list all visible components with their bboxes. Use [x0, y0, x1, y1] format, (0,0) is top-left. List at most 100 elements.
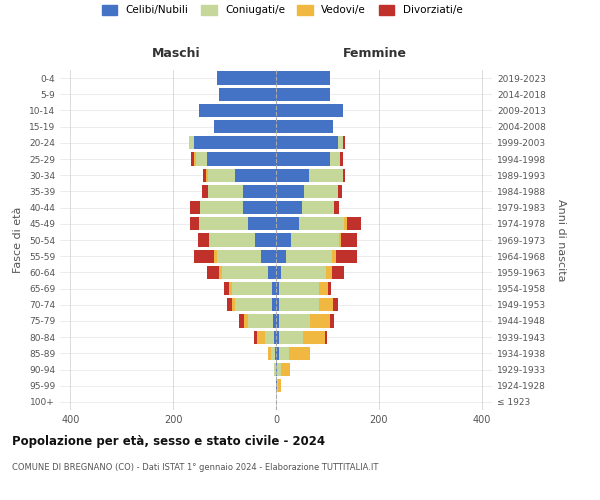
Bar [286, 250, 332, 263]
Bar [265, 330, 274, 344]
Bar [248, 217, 276, 230]
Bar [242, 185, 276, 198]
Bar [302, 201, 334, 214]
Bar [278, 282, 319, 295]
Bar [206, 168, 208, 182]
Bar [276, 104, 343, 117]
Bar [202, 185, 208, 198]
Bar [190, 217, 199, 230]
Bar [190, 201, 200, 214]
Bar [276, 379, 277, 392]
Bar [277, 379, 278, 392]
Bar [276, 168, 310, 182]
Bar [333, 298, 338, 312]
Bar [276, 250, 286, 263]
Bar [319, 298, 333, 312]
Bar [194, 152, 196, 166]
Bar [328, 282, 331, 295]
Bar [272, 282, 276, 295]
Bar [278, 346, 289, 360]
Bar [281, 266, 326, 279]
Bar [271, 346, 275, 360]
Bar [276, 330, 278, 344]
Bar [196, 152, 206, 166]
Bar [344, 217, 347, 230]
Bar [276, 266, 281, 279]
Bar [276, 185, 304, 198]
Bar [208, 185, 242, 198]
Bar [304, 185, 338, 198]
Bar [274, 363, 276, 376]
Bar [232, 298, 235, 312]
Bar [278, 298, 319, 312]
Bar [335, 250, 357, 263]
Bar [274, 314, 276, 328]
Bar [235, 298, 272, 312]
Bar [332, 250, 335, 263]
Bar [272, 298, 276, 312]
Bar [276, 282, 278, 295]
Bar [289, 346, 310, 360]
Bar [199, 217, 248, 230]
Bar [343, 168, 346, 182]
Bar [310, 314, 330, 328]
Bar [244, 314, 248, 328]
Bar [276, 88, 330, 101]
Bar [276, 363, 277, 376]
Bar [227, 298, 232, 312]
Bar [220, 88, 276, 101]
Bar [325, 330, 328, 344]
Bar [330, 314, 334, 328]
Bar [203, 168, 206, 182]
Bar [254, 330, 257, 344]
Bar [232, 282, 272, 295]
Bar [299, 217, 344, 230]
Bar [276, 234, 292, 246]
Bar [214, 120, 276, 134]
Bar [242, 201, 276, 214]
Bar [191, 152, 194, 166]
Bar [276, 217, 299, 230]
Bar [217, 250, 260, 263]
Bar [198, 234, 209, 246]
Bar [229, 282, 232, 295]
Bar [199, 104, 276, 117]
Bar [341, 234, 357, 246]
Text: COMUNE DI BREGNANO (CO) - Dati ISTAT 1° gennaio 2024 - Elaborazione TUTTITALIA.I: COMUNE DI BREGNANO (CO) - Dati ISTAT 1° … [12, 462, 379, 471]
Bar [276, 298, 278, 312]
Bar [206, 152, 276, 166]
Legend: Celibi/Nubili, Coniugati/e, Vedovi/e, Divorziati/e: Celibi/Nubili, Coniugati/e, Vedovi/e, Di… [101, 5, 463, 15]
Bar [276, 136, 338, 149]
Bar [278, 314, 310, 328]
Bar [338, 136, 343, 149]
Bar [330, 152, 340, 166]
Bar [275, 346, 276, 360]
Bar [274, 330, 276, 344]
Bar [194, 136, 276, 149]
Bar [235, 168, 276, 182]
Bar [276, 152, 330, 166]
Bar [326, 266, 332, 279]
Bar [278, 330, 303, 344]
Bar [277, 363, 281, 376]
Bar [248, 314, 274, 328]
Bar [338, 185, 342, 198]
Bar [256, 234, 276, 246]
Bar [188, 136, 194, 149]
Bar [310, 168, 343, 182]
Bar [209, 234, 256, 246]
Y-axis label: Fasce di età: Fasce di età [13, 207, 23, 273]
Bar [220, 266, 222, 279]
Bar [281, 363, 290, 376]
Bar [257, 330, 265, 344]
Text: Popolazione per età, sesso e stato civile - 2024: Popolazione per età, sesso e stato civil… [12, 435, 325, 448]
Bar [347, 217, 361, 230]
Bar [332, 266, 344, 279]
Bar [239, 314, 244, 328]
Bar [343, 136, 346, 149]
Bar [276, 120, 332, 134]
Bar [276, 346, 278, 360]
Bar [200, 201, 242, 214]
Bar [339, 234, 341, 246]
Bar [222, 266, 268, 279]
